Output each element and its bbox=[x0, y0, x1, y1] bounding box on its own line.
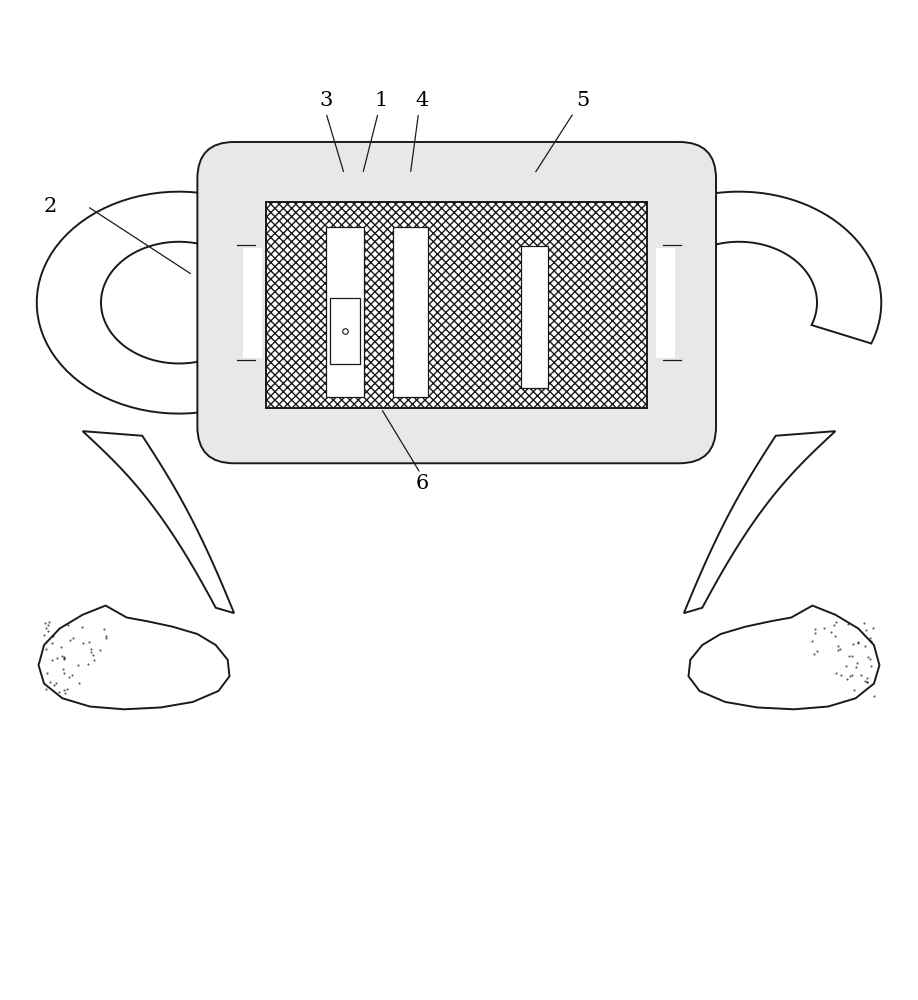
Text: 6: 6 bbox=[416, 474, 429, 493]
Text: 1: 1 bbox=[375, 91, 387, 110]
Bar bbox=[266, 202, 647, 408]
Polygon shape bbox=[37, 192, 311, 414]
Text: 5: 5 bbox=[577, 91, 589, 110]
Text: 3: 3 bbox=[319, 91, 332, 110]
Bar bbox=[393, 227, 428, 397]
FancyBboxPatch shape bbox=[197, 142, 716, 463]
Bar bbox=[656, 248, 675, 358]
Bar bbox=[326, 227, 364, 397]
Bar bbox=[330, 298, 360, 364]
Text: 2: 2 bbox=[44, 197, 57, 216]
Bar bbox=[521, 246, 548, 388]
Polygon shape bbox=[684, 431, 835, 613]
Polygon shape bbox=[688, 606, 879, 709]
Polygon shape bbox=[597, 192, 881, 343]
Polygon shape bbox=[39, 606, 230, 709]
Polygon shape bbox=[83, 431, 234, 613]
Text: 4: 4 bbox=[416, 91, 429, 110]
Bar bbox=[243, 248, 262, 358]
